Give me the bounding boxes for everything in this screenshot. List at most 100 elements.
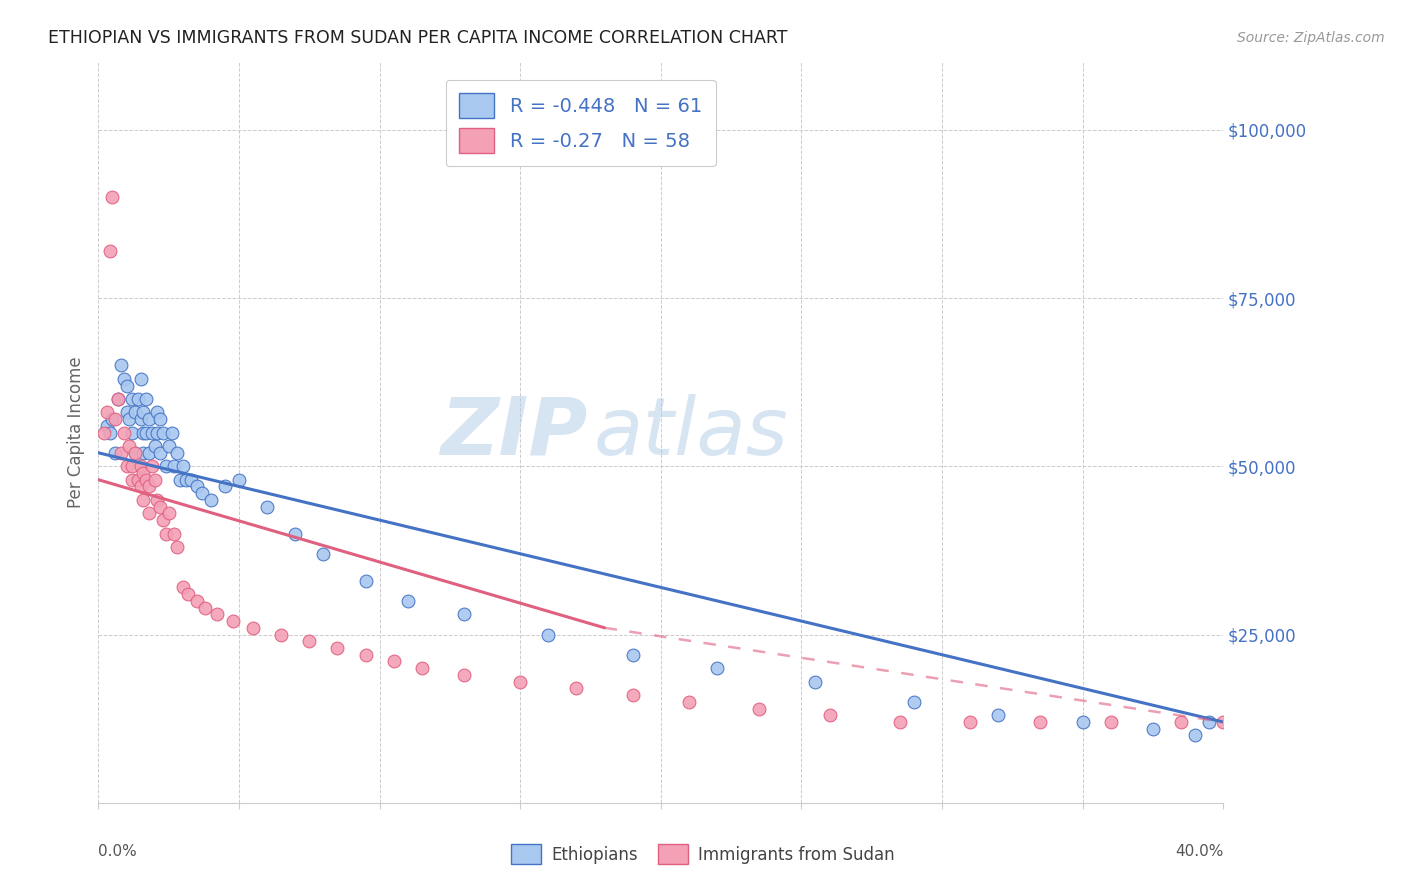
Point [166,540,188,554]
Point [242,621,264,635]
Point [149,500,172,514]
Point [152,513,174,527]
Point [1029,714,1052,729]
Point [132,405,155,419]
Point [138,507,160,521]
Point [115,405,138,419]
Point [396,594,419,608]
Point [129,372,152,386]
Point [104,446,127,460]
Point [138,446,160,460]
Point [98,425,121,440]
Point [104,412,127,426]
Point [256,500,278,514]
Point [115,459,138,474]
Point [155,459,177,474]
Point [132,425,155,440]
Text: ETHIOPIAN VS IMMIGRANTS FROM SUDAN PER CAPITA INCOME CORRELATION CHART: ETHIOPIAN VS IMMIGRANTS FROM SUDAN PER C… [48,29,787,47]
Point [163,526,186,541]
Point [121,425,143,440]
Point [121,473,143,487]
Point [200,492,222,507]
Point [706,661,728,675]
Point [143,439,166,453]
Point [214,479,236,493]
Point [135,392,157,406]
Point [169,473,191,487]
Point [160,425,183,440]
Point [354,574,377,588]
Point [1170,714,1192,729]
Point [157,507,180,521]
Text: ZIP: ZIP [440,393,588,472]
Point [166,446,188,460]
Point [903,695,925,709]
Point [132,492,155,507]
Text: 40.0%: 40.0% [1175,844,1223,858]
Point [112,372,135,386]
Point [112,425,135,440]
Point [138,479,160,493]
Point [121,459,143,474]
Point [118,412,141,426]
Point [129,412,152,426]
Point [149,446,172,460]
Text: atlas: atlas [593,393,789,472]
Point [1240,714,1263,729]
Point [222,614,245,628]
Point [748,701,770,715]
Point [411,661,433,675]
Point [194,600,217,615]
Point [228,473,250,487]
Point [124,405,146,419]
Point [107,392,129,406]
Point [1184,729,1206,743]
Point [1268,714,1291,729]
Point [804,674,827,689]
Point [127,473,149,487]
Point [127,392,149,406]
Point [959,714,981,729]
Point [174,473,197,487]
Point [678,695,700,709]
Point [205,607,228,622]
Point [818,708,841,723]
Point [141,459,163,474]
Point [152,425,174,440]
Point [1198,714,1220,729]
Point [132,466,155,480]
Point [115,378,138,392]
Point [354,648,377,662]
Point [284,526,307,541]
Point [163,459,186,474]
Point [186,594,208,608]
Point [621,648,644,662]
Point [453,668,475,682]
Point [121,392,143,406]
Point [172,459,194,474]
Point [149,412,172,426]
Point [509,674,531,689]
Point [118,439,141,453]
Point [1212,714,1234,729]
Point [155,526,177,541]
Point [143,473,166,487]
Point [537,627,560,641]
Point [129,479,152,493]
Point [146,425,169,440]
Point [565,681,588,696]
Point [172,581,194,595]
Point [96,418,118,433]
Point [326,640,349,655]
Point [1142,722,1164,736]
Point [124,446,146,460]
Point [312,547,335,561]
Point [110,359,132,373]
Point [96,405,118,419]
Point [987,708,1010,723]
Point [298,634,321,648]
Point [141,425,163,440]
Point [177,587,200,601]
Point [157,439,180,453]
Point [621,688,644,702]
